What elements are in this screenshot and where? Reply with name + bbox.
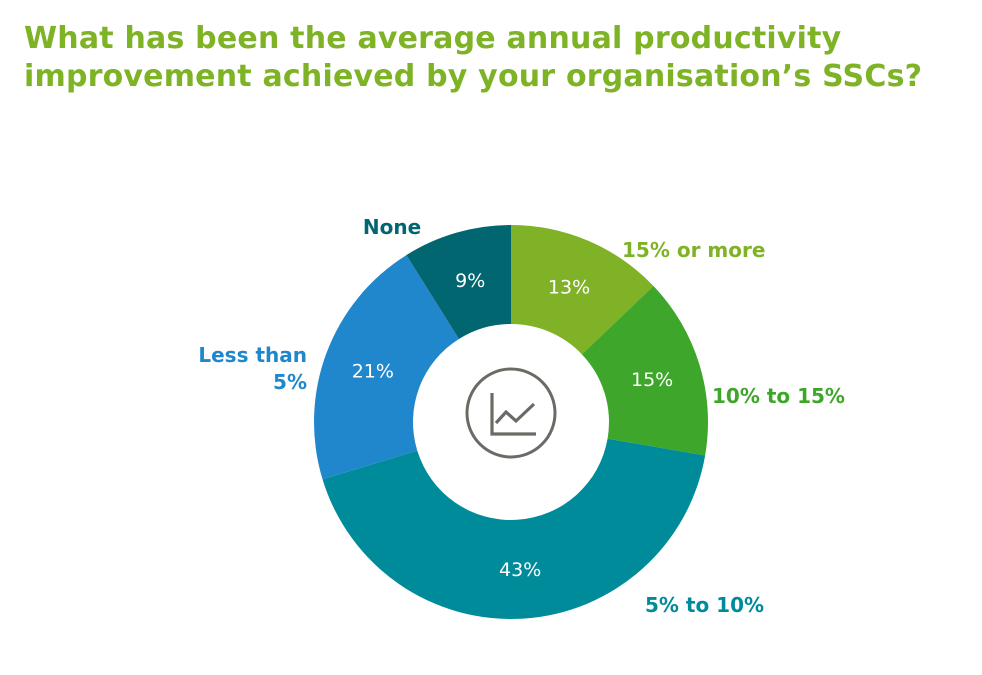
category-label: 15% or more [622,238,765,262]
chart-title-line-2: improvement achieved by your organisatio… [24,59,923,94]
category-label: 5% to 10% [645,593,764,617]
donut-slice-15-or-more [511,225,654,355]
donut-slice-10-to-15 [581,285,709,456]
category-labels: 15% or more 10% to 15% 5% to 10% Less than 5… [198,215,845,617]
chart-title: What has been the average annual product… [24,20,922,96]
category-label: None [363,215,421,239]
donut-slice-5-to-10 [322,438,706,620]
donut-slice-none [406,225,511,339]
value-labels: 13% 15% 43% 21% 9% [352,270,674,581]
value-label: 13% [548,276,590,298]
donut-slice-less-than-5 [314,255,459,480]
value-label: 21% [352,360,394,382]
category-label: 10% to 15% [712,384,845,408]
value-label: 9% [455,270,485,292]
value-label: 15% [631,369,673,391]
line-chart-icon [465,367,557,459]
chart-title-line-1: What has been the average annual product… [24,21,842,56]
category-label: Less than 5% [198,343,307,394]
value-label: 43% [499,559,541,581]
donut-slices [314,225,709,620]
